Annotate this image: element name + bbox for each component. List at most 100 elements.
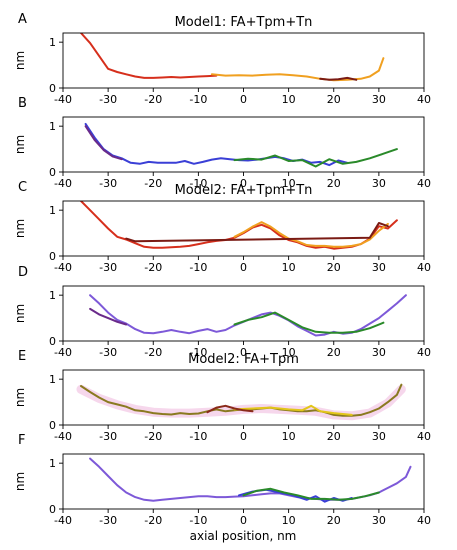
x-tick-label: -30 (99, 93, 117, 106)
panel-title: Model1: FA+Tpm+Tn (175, 15, 313, 30)
x-tick-label: -30 (99, 514, 117, 527)
x-tick-label: -20 (144, 346, 162, 359)
series-line-green (233, 148, 398, 168)
x-tick-label: 40 (417, 261, 431, 274)
x-tick-label: -10 (189, 93, 207, 106)
x-tick-label: 40 (417, 346, 431, 359)
series-line-pink (76, 384, 406, 421)
x-tick-label: -20 (144, 261, 162, 274)
series-line-red (80, 201, 398, 250)
series-line-violet (89, 457, 412, 502)
y-tick-label: 1 (49, 373, 56, 386)
y-axis-label: nm (13, 51, 27, 70)
x-tick-label: 30 (372, 93, 386, 106)
x-tick-label: -40 (54, 93, 72, 106)
x-tick-label: -20 (144, 514, 162, 527)
x-tick-label: -30 (99, 346, 117, 359)
x-tick-label: 10 (282, 93, 296, 106)
y-tick-label: 1 (49, 289, 56, 302)
x-axis-label: axial position, nm (190, 529, 297, 543)
series-line-darkred (125, 222, 389, 243)
x-tick-label: 40 (417, 514, 431, 527)
panel-f: Fnm -40 -30 -20 -10 0 10 20 30 40 0 1 (13, 433, 431, 527)
x-tick-label: 0 (240, 177, 247, 190)
x-tick-label: -20 (144, 93, 162, 106)
panel-title: Model2: FA+Tpm+Tn (175, 183, 313, 198)
y-axis-label: nm (13, 388, 27, 407)
panel-d: Dnm -40 -30 -20 -10 0 10 20 30 40 0 1 (13, 265, 431, 359)
y-axis-label: nm (13, 135, 27, 154)
x-tick-label: 0 (240, 346, 247, 359)
y-tick-label: 0 (49, 419, 56, 432)
panel-letter: F (18, 433, 25, 448)
series-line-green (233, 311, 385, 334)
panel-title: Model2: FA+Tpm (188, 352, 299, 367)
series-group (89, 294, 407, 337)
series-line-purple (89, 307, 128, 326)
y-tick-label: 0 (49, 82, 56, 95)
x-tick-label: -40 (54, 177, 72, 190)
x-tick-label: -10 (189, 346, 207, 359)
plot-frame (62, 453, 425, 510)
x-tick-label: -10 (189, 177, 207, 190)
x-tick-label: 10 (282, 430, 296, 443)
x-tick-label: 10 (282, 261, 296, 274)
series-line-orange (210, 57, 385, 82)
x-tick-label: -20 (144, 177, 162, 190)
series-group (80, 201, 398, 250)
x-tick-label: 40 (417, 430, 431, 443)
panel-letter: E (18, 349, 26, 364)
series-line-red (80, 33, 218, 79)
y-axis-label: nm (13, 472, 27, 491)
x-tick-label: -30 (99, 177, 117, 190)
series-line-green (242, 487, 380, 501)
x-tick-label: -30 (99, 261, 117, 274)
x-tick-label: 20 (327, 261, 341, 274)
series-line-darkred (319, 76, 358, 81)
panel-letter: C (18, 180, 27, 195)
series-line-blue (84, 122, 349, 167)
x-tick-label: -30 (99, 430, 117, 443)
plot-frame (62, 116, 425, 173)
series-group (89, 457, 412, 503)
y-tick-label: 1 (49, 36, 56, 49)
x-tick-label: -40 (54, 430, 72, 443)
x-tick-label: -40 (54, 514, 72, 527)
series-group (84, 122, 398, 168)
series-line-orange (233, 221, 389, 248)
y-axis-label: nm (13, 304, 27, 323)
series-line-brown (206, 404, 254, 414)
x-tick-label: -20 (144, 430, 162, 443)
x-tick-label: 20 (327, 514, 341, 527)
x-tick-label: -40 (54, 346, 72, 359)
x-tick-label: -10 (189, 514, 207, 527)
x-tick-label: 0 (240, 514, 247, 527)
x-tick-label: 10 (282, 177, 296, 190)
x-tick-label: 30 (372, 177, 386, 190)
plot-frame (62, 200, 425, 257)
panel-b: Bnm -40 -30 -20 -10 0 10 20 30 40 0 1 (13, 96, 431, 190)
plot-frame (62, 285, 425, 342)
panel-letter: D (18, 265, 28, 280)
series-group (76, 383, 406, 421)
y-tick-label: 0 (49, 335, 56, 348)
x-tick-label: 40 (417, 93, 431, 106)
y-tick-label: 0 (49, 503, 56, 516)
x-tick-label: 30 (372, 346, 386, 359)
x-tick-label: -40 (54, 261, 72, 274)
series-line-yellow (233, 404, 353, 416)
panel-letter: B (18, 96, 27, 111)
x-tick-label: -10 (189, 430, 207, 443)
x-tick-label: -10 (189, 261, 207, 274)
plot-frame (62, 32, 425, 89)
x-tick-label: 20 (327, 177, 341, 190)
y-tick-label: 1 (49, 457, 56, 470)
x-tick-label: 10 (282, 346, 296, 359)
series-line-purple (84, 125, 123, 161)
x-tick-label: 40 (417, 177, 431, 190)
series-line-violet (89, 294, 407, 337)
x-tick-label: 10 (282, 514, 296, 527)
